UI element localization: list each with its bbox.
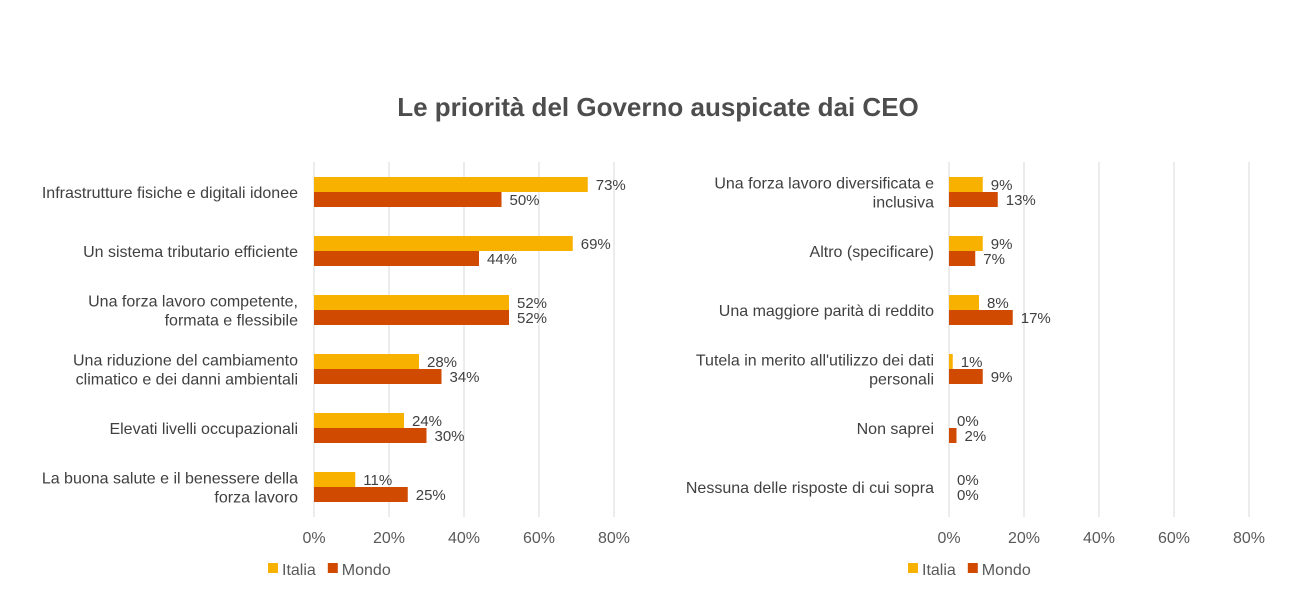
category-label-line: Elevati livelli occupazionali <box>109 421 298 438</box>
data-label-italia: 24% <box>412 413 442 430</box>
x-tick-label: 0% <box>937 530 960 547</box>
legend-swatch-mondo <box>967 563 978 573</box>
bar-mondo <box>314 310 509 325</box>
x-tick-label: 60% <box>523 530 555 547</box>
x-tick-label: 80% <box>598 530 630 547</box>
data-label-italia: 0% <box>957 413 979 430</box>
category-label: Nessuna delle risposte di cui sopra <box>686 480 934 497</box>
bar-mondo <box>314 428 427 443</box>
data-label-mondo: 34% <box>450 369 480 386</box>
data-label-mondo: 25% <box>416 487 446 504</box>
bar-mondo <box>949 428 957 443</box>
category-label: Una maggiore parità di reddito <box>719 303 934 320</box>
category-label-line: Altro (specificare) <box>810 244 934 261</box>
category-label-line: inclusiva <box>873 195 934 212</box>
legend-label-italia: Italia <box>282 562 316 579</box>
category-label: La buona salute e il benessere della forz… <box>42 471 298 507</box>
category-label: Una forza lavoro competente, formata e fl… <box>88 294 298 330</box>
category-label-line: Una riduzione del cambiamento <box>73 353 298 370</box>
category-label: Altro (specificare) <box>810 244 934 261</box>
data-label-italia: 28% <box>427 354 457 371</box>
data-label-italia: 11% <box>363 472 392 489</box>
bar-italia <box>949 236 983 251</box>
category-label: Infrastrutture fisiche e digitali idonee <box>42 185 298 202</box>
x-tick-label: 60% <box>1158 530 1190 547</box>
legend-label-italia: Italia <box>922 562 956 579</box>
data-label-mondo: 2% <box>965 428 987 445</box>
x-tick-label: 80% <box>1233 530 1265 547</box>
x-tick-label: 20% <box>1008 530 1040 547</box>
bar-italia <box>949 295 979 310</box>
x-tick-label: 20% <box>373 530 405 547</box>
bar-mondo <box>949 310 1013 325</box>
x-tick-label: 40% <box>1083 530 1115 547</box>
data-label-italia: 73% <box>596 177 626 194</box>
category-label-line: Una maggiore parità di reddito <box>719 303 934 320</box>
category-label-line: Tutela in merito all'utilizzo dei dati <box>696 353 934 370</box>
bar-mondo <box>314 192 502 207</box>
bar-mondo <box>314 487 408 502</box>
bar-italia <box>314 354 419 369</box>
category-label: Una forza lavoro diversificata e inclusiv… <box>714 176 934 212</box>
chart-title: Le priorità del Governo auspicate dai CE… <box>397 92 919 122</box>
data-label-italia: 8% <box>987 295 1009 312</box>
bar-mondo <box>949 369 983 384</box>
bar-italia <box>949 354 953 369</box>
category-label: Un sistema tributario efficiente <box>83 244 298 261</box>
bar-italia <box>314 177 588 192</box>
category-label-line: Infrastrutture fisiche e digitali idonee <box>42 185 298 202</box>
legend-swatch-italia <box>268 563 278 573</box>
category-label-line: Una forza lavoro competente, <box>88 294 298 311</box>
category-label-line: formata e flessibile <box>165 313 298 330</box>
data-label-italia: 52% <box>517 295 547 312</box>
data-label-mondo: 50% <box>510 192 540 209</box>
data-label-italia: 69% <box>581 236 611 253</box>
data-label-mondo: 13% <box>1006 192 1036 209</box>
category-label-line: Nessuna delle risposte di cui sopra <box>686 480 934 497</box>
bar-italia <box>314 472 356 487</box>
bar-italia <box>949 177 983 192</box>
bar-italia <box>314 295 509 310</box>
bar-mondo <box>949 251 976 266</box>
category-label-line: Una forza lavoro diversificata e <box>714 176 934 193</box>
legend-swatch-italia <box>908 563 918 573</box>
legend-label-mondo: Mondo <box>342 562 391 579</box>
category-label: Elevati livelli occupazionali <box>109 421 298 438</box>
category-label-line: personali <box>869 372 934 389</box>
bar-italia <box>314 236 573 251</box>
bar-mondo <box>314 369 442 384</box>
bar-mondo <box>314 251 479 266</box>
data-label-italia: 0% <box>957 472 979 489</box>
category-label: Non saprei <box>857 421 934 438</box>
data-label-mondo: 17% <box>1021 310 1051 327</box>
data-label-mondo: 30% <box>435 428 465 445</box>
x-tick-label: 40% <box>448 530 480 547</box>
data-label-mondo: 7% <box>983 251 1005 268</box>
category-label-line: forza lavoro <box>214 490 298 507</box>
category-label-line: La buona salute e il benessere della <box>42 471 298 488</box>
data-label-mondo: 44% <box>487 251 517 268</box>
legend-swatch-mondo <box>327 563 338 573</box>
legend-label-mondo: Mondo <box>982 562 1031 579</box>
bar-mondo <box>949 192 998 207</box>
data-label-italia: 1% <box>961 354 983 371</box>
category-label-line: climatico e dei danni ambientali <box>76 372 298 389</box>
data-label-mondo: 9% <box>991 369 1013 386</box>
category-label-line: Un sistema tributario efficiente <box>83 244 298 261</box>
category-label-line: Non saprei <box>857 421 934 438</box>
bar-italia <box>314 413 404 428</box>
data-label-mondo: 0% <box>957 487 979 504</box>
category-label: Una riduzione del cambiamento climatico e… <box>73 353 298 389</box>
data-label-mondo: 52% <box>517 310 547 327</box>
x-tick-label: 0% <box>302 530 325 547</box>
category-label: Tutela in merito all'utilizzo dei dati pe… <box>696 353 934 389</box>
data-label-italia: 9% <box>991 236 1013 253</box>
data-label-italia: 9% <box>991 177 1013 194</box>
